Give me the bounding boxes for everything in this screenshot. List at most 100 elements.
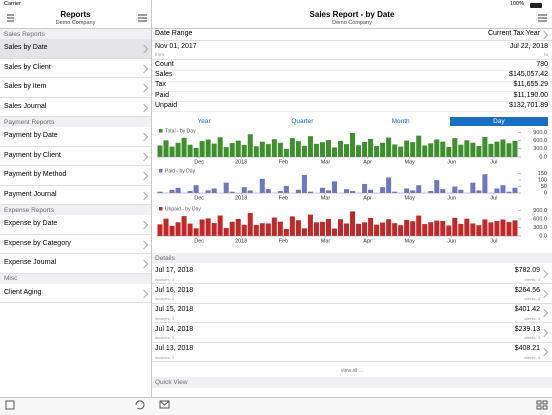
tab[interactable]: Quarter bbox=[291, 118, 314, 125]
menu-item[interactable]: Payment by Client bbox=[4, 151, 61, 159]
bar bbox=[506, 143, 512, 157]
menu-row[interactable] bbox=[0, 185, 151, 205]
row-line bbox=[152, 80, 552, 82]
detail-clients: clients: 3 bbox=[524, 296, 540, 302]
menu-item[interactable]: Payment by Date bbox=[4, 132, 58, 139]
list-icon[interactable] bbox=[138, 14, 147, 22]
bar bbox=[259, 223, 265, 236]
toolbar-icons[interactable] bbox=[5, 400, 548, 410]
bar bbox=[368, 217, 374, 236]
detail-date[interactable]: Jul 17, 2018 bbox=[155, 267, 194, 274]
date-range-value[interactable]: Current Tax Year bbox=[487, 30, 540, 37]
detail-clients: clients: 3 bbox=[524, 276, 540, 282]
bar bbox=[253, 146, 259, 157]
menu-item[interactable]: Client Aging bbox=[4, 288, 42, 296]
bar bbox=[452, 217, 458, 236]
x-tick-label: Dec bbox=[194, 159, 204, 165]
bar bbox=[482, 174, 488, 193]
bar bbox=[241, 144, 247, 157]
menu-item[interactable]: Payment Journal bbox=[4, 190, 57, 198]
detail-amount[interactable]: $239.13 bbox=[514, 325, 540, 333]
bar bbox=[283, 185, 289, 193]
summary-value: $132,701.89 bbox=[509, 101, 548, 109]
view-all[interactable]: view all ... bbox=[341, 368, 363, 374]
bar bbox=[265, 223, 271, 236]
menu-item[interactable]: Sales by Date bbox=[4, 44, 48, 51]
bar bbox=[506, 222, 512, 236]
menu-row[interactable] bbox=[0, 39, 151, 59]
menu-row[interactable] bbox=[0, 127, 151, 147]
x-tick-label: Jul bbox=[490, 159, 497, 165]
date-range-label[interactable]: Date Range bbox=[155, 30, 193, 37]
bar bbox=[356, 145, 362, 157]
bar bbox=[235, 218, 241, 236]
detail-row[interactable] bbox=[152, 323, 552, 343]
menu-item[interactable]: Sales by Item bbox=[4, 83, 47, 90]
menu-row[interactable] bbox=[0, 166, 151, 186]
bar bbox=[512, 187, 518, 193]
detail-row[interactable] bbox=[152, 284, 552, 304]
section-header: Sales Reports bbox=[4, 30, 45, 38]
bar bbox=[325, 218, 331, 236]
bar bbox=[211, 223, 217, 236]
detail-date[interactable]: Jul 14, 2018 bbox=[155, 325, 194, 333]
chart-title: Total - by Day bbox=[165, 128, 196, 134]
bar bbox=[500, 219, 506, 236]
detail-amount[interactable]: $264.56 bbox=[514, 286, 540, 294]
chart-title: Unpaid - by Day bbox=[165, 206, 201, 212]
x-tick-label: Jul bbox=[490, 238, 497, 244]
menu-icon[interactable] bbox=[7, 14, 14, 22]
bar bbox=[416, 135, 422, 157]
menu-row[interactable] bbox=[0, 254, 151, 274]
x-tick-label: Apr bbox=[363, 195, 372, 201]
menu-row[interactable] bbox=[0, 283, 151, 303]
tab[interactable]: Day bbox=[449, 117, 548, 126]
tab[interactable]: Month bbox=[391, 118, 410, 125]
menu-item[interactable]: Sales Journal bbox=[4, 102, 47, 110]
y-tick-label: 300.0 bbox=[533, 146, 547, 152]
x-tick-label: Dec bbox=[194, 238, 204, 244]
bar bbox=[199, 219, 205, 236]
summary-label: Paid bbox=[155, 91, 170, 99]
menu-item[interactable]: Sales by Client bbox=[4, 63, 51, 71]
menu-row[interactable] bbox=[0, 215, 151, 235]
y-tick-label: 100 bbox=[538, 178, 547, 184]
detail-row[interactable] bbox=[152, 342, 552, 363]
bar bbox=[247, 134, 253, 157]
menu-row[interactable] bbox=[0, 146, 151, 166]
detail-amount[interactable]: $782.09 bbox=[514, 267, 540, 274]
bar bbox=[482, 137, 488, 157]
battery: 100% bbox=[510, 1, 525, 7]
x-tick-label: Mar bbox=[321, 238, 331, 244]
tab[interactable]: Year bbox=[197, 118, 211, 125]
detail-date[interactable]: Jul 13, 2018 bbox=[155, 345, 194, 353]
section-header-bg bbox=[0, 273, 151, 284]
detail-date[interactable]: Jul 15, 2018 bbox=[155, 306, 194, 314]
detail-row[interactable] bbox=[152, 303, 552, 324]
bar bbox=[307, 214, 313, 236]
row-line bbox=[152, 70, 552, 72]
bar bbox=[500, 185, 506, 193]
detail-clients: clients: 3 bbox=[524, 335, 540, 341]
menu-row[interactable] bbox=[0, 78, 151, 98]
bar bbox=[307, 136, 313, 157]
menu-item[interactable]: Expense by Date bbox=[4, 220, 58, 227]
menu-row[interactable] bbox=[0, 58, 151, 78]
bar bbox=[229, 143, 235, 157]
menu-item[interactable]: Expense by Category bbox=[4, 239, 71, 247]
bar bbox=[368, 138, 374, 157]
bar bbox=[163, 218, 169, 236]
detail-amount[interactable]: $401.42 bbox=[514, 306, 540, 314]
menu-item[interactable]: Expense Journal bbox=[4, 259, 57, 266]
menu-row[interactable] bbox=[0, 234, 151, 254]
detail-invoices: invoices: 3 bbox=[155, 335, 174, 341]
summary-label: Unpaid bbox=[155, 101, 178, 109]
list-icon-right[interactable] bbox=[538, 14, 547, 22]
bar bbox=[157, 145, 163, 157]
detail-date[interactable]: Jul 16, 2018 bbox=[155, 286, 194, 294]
menu-item[interactable]: Payment by Method bbox=[4, 171, 67, 178]
menu-row[interactable] bbox=[0, 97, 151, 117]
bar bbox=[241, 187, 247, 193]
detail-amount[interactable]: $408.21 bbox=[514, 345, 540, 353]
detail-row[interactable] bbox=[152, 264, 552, 284]
